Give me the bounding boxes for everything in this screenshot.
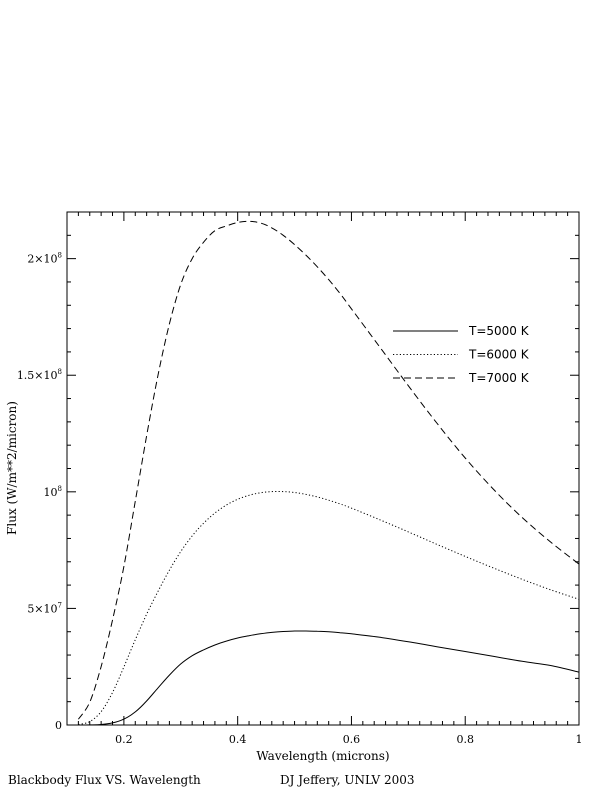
y-tick-label: 5×107 [27,601,62,615]
series-lines [77,220,580,726]
x-tick-labels: 0.2 0.4 0.6 0.8 1 [115,733,582,746]
legend-label: T=6000 K [468,348,530,362]
series-line-1 [78,630,580,726]
footer-caption: Blackbody Flux VS. Wavelength [8,773,201,787]
series-line-2 [78,490,580,726]
plot-frame [66,211,580,726]
y-tick-label: 1.5×108 [17,368,62,382]
x-tick-label: 0.8 [456,733,474,746]
x-tick-label: 1 [576,733,583,746]
y-tick-label: 108 [44,485,62,499]
y-tick-label: 2×108 [27,252,62,266]
series-line-3 [77,220,580,720]
y-tick-label: 0 [55,719,62,732]
x-tick-label: 0.6 [343,733,361,746]
legend-label: T=5000 K [468,324,530,338]
x-tick-label: 0.2 [115,733,133,746]
x-tick-label: 0.4 [229,733,247,746]
y-axis-label: Flux (W/m**2/micron) [5,401,19,535]
footer-credit: DJ Jeffery, UNLV 2003 [280,773,415,787]
x-axis-label: Wavelength (microns) [256,749,389,763]
y-tick-labels: 0 5×107 108 1.5×108 2×108 [17,252,62,732]
axis-ticks [66,211,580,726]
legend-label: T=7000 K [468,371,530,385]
legend: T=5000 K T=6000 K T=7000 K [393,324,530,385]
